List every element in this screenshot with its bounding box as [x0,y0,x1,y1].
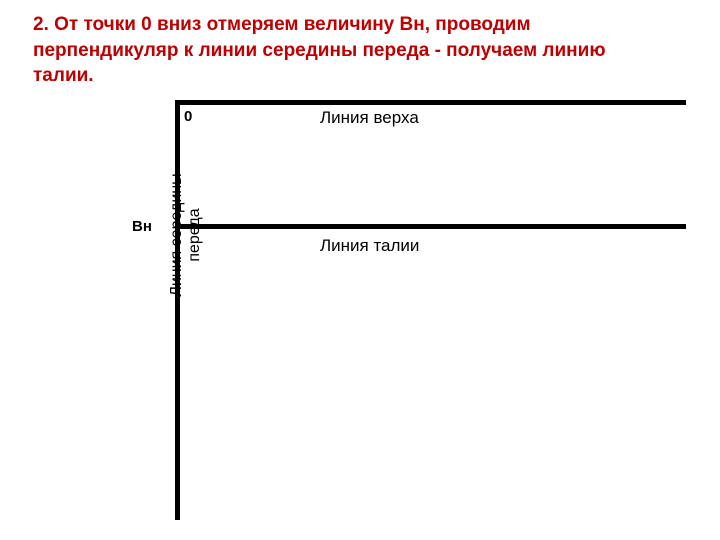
waist-line-label: Линия талии [320,236,419,256]
vertical-axis-label: Линия середины переда [168,155,203,315]
vertical-axis-label-line2: переда [186,208,203,261]
vn-label: Вн [132,218,152,235]
top-line [175,100,686,105]
instruction-title: 2. От точки 0 вниз отмеряем величину Вн,… [33,12,653,89]
instruction-title-text: 2. От точки 0 вниз отмеряем величину Вн,… [33,14,606,86]
top-line-label: Линия верха [320,108,419,128]
point-zero-label: 0 [184,108,192,125]
waist-line [175,224,686,229]
vertical-axis-label-line1: Линия середины [168,173,185,296]
